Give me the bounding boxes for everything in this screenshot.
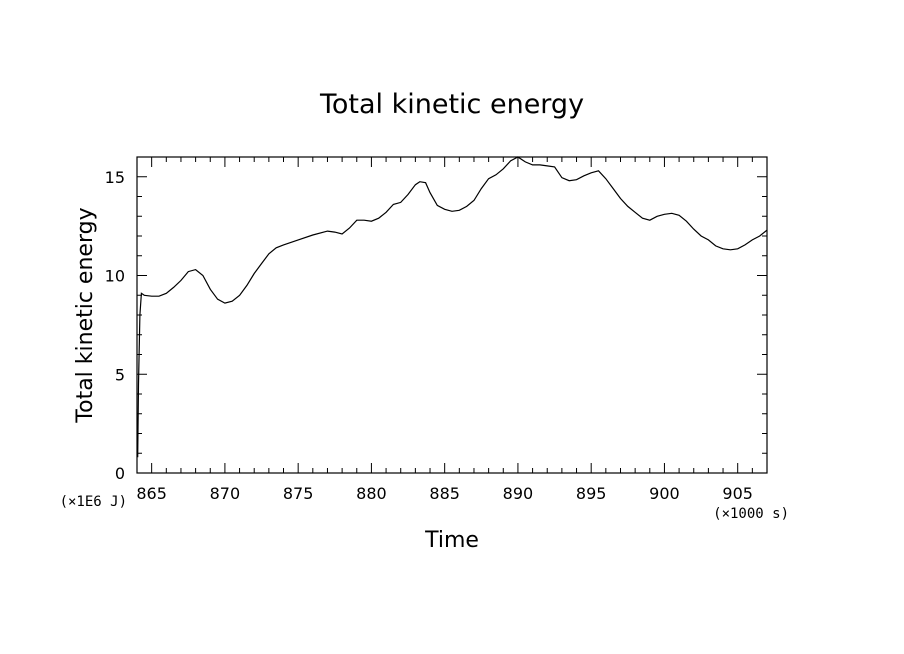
y-tick-label: 15 bbox=[105, 168, 125, 187]
y-tick-label: 0 bbox=[115, 464, 125, 483]
y-tick-label: 5 bbox=[115, 365, 125, 384]
x-axis-label: Time bbox=[424, 528, 479, 553]
plot-frame bbox=[136, 156, 768, 474]
x-unit-label: (×1000 s) bbox=[713, 506, 789, 522]
x-tick-label: 870 bbox=[210, 484, 241, 503]
x-tick-label: 900 bbox=[649, 484, 680, 503]
x-tick-label: 890 bbox=[503, 484, 534, 503]
x-tick-label: 865 bbox=[136, 484, 167, 503]
x-tick-label: 875 bbox=[283, 484, 314, 503]
x-tick-label: 895 bbox=[576, 484, 607, 503]
x-tick-label: 885 bbox=[429, 484, 460, 503]
axis-ticks bbox=[136, 156, 768, 474]
x-tick-label: 905 bbox=[722, 484, 753, 503]
tick-labels: 865 870 875 880 885 890 895 900 905 0 5 10 15 bbox=[105, 168, 753, 503]
y-tick-label: 10 bbox=[105, 267, 125, 286]
x-tick-label: 880 bbox=[356, 484, 387, 503]
y-unit-label: (×1E6 J) bbox=[60, 494, 127, 510]
series-line bbox=[137, 156, 768, 458]
chart-title: Total kinetic energy bbox=[319, 89, 584, 120]
y-axis-label: Total kinetic energy bbox=[73, 207, 98, 423]
